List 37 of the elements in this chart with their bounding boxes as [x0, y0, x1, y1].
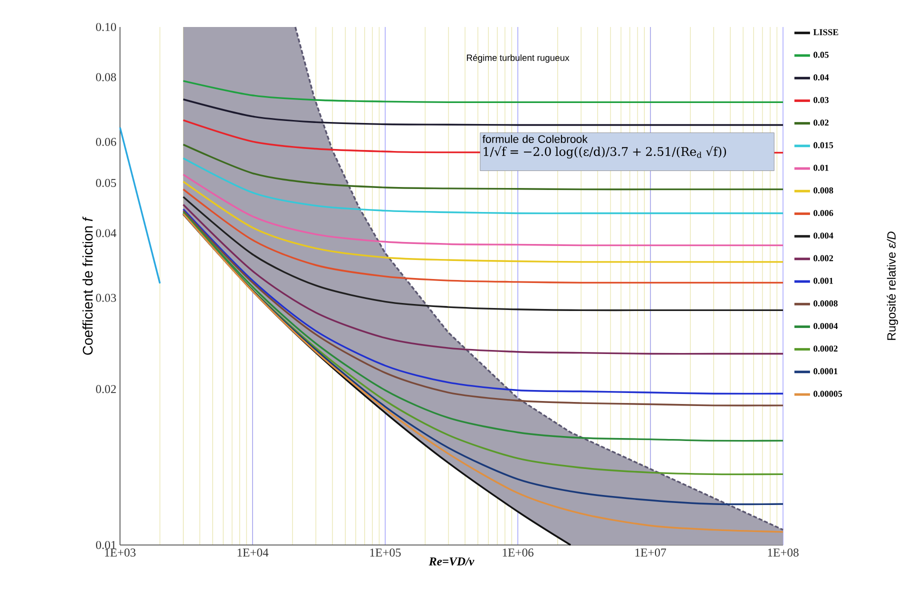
- annotation: formule de Colebrook: [482, 134, 588, 143]
- legend-label: 0.004: [814, 232, 834, 239]
- y-tick-label: 0.05: [96, 178, 116, 188]
- text: Rugosité relative ε/D: [886, 232, 898, 340]
- y-tick-label: 0.10: [96, 22, 116, 32]
- legend-label: 0.0004: [814, 322, 838, 330]
- x-tick-label: 1E+07: [635, 548, 666, 557]
- x-tick-label: 1E+03: [105, 548, 136, 557]
- legend-label: 0.0001: [814, 368, 838, 374]
- y-tick-label: 0.04: [96, 229, 116, 238]
- legend-label: 0.03: [814, 96, 829, 104]
- legend-label: 0.0002: [814, 346, 838, 352]
- legend-label: 0.02: [814, 120, 829, 126]
- legend-label: 0.001: [814, 278, 833, 284]
- legend-label: 0.00005: [814, 390, 842, 397]
- y-tick-label: 0.03: [96, 294, 116, 302]
- y-axis-title: Coefficient de friction f: [82, 216, 93, 355]
- legend-label: 0.05: [814, 52, 829, 58]
- legend-label: 0.01: [814, 164, 828, 171]
- x-tick-label: 1E+08: [768, 548, 799, 557]
- legend-label: 0.006: [814, 210, 834, 216]
- x-axis-title: Re=VD/ν: [428, 557, 474, 566]
- legend-label: LISSE: [813, 29, 838, 36]
- x-tick-label: 1E+04: [238, 548, 268, 557]
- legend-label: 0.015: [814, 142, 834, 148]
- x-tick-label: 1E+05: [370, 548, 401, 557]
- annotation: Régime turbulent rugueux: [466, 54, 570, 63]
- legend-label: 0.0008: [814, 300, 838, 306]
- legend-label: 0.04: [814, 74, 829, 80]
- x-tick-label: 1E+06: [502, 548, 534, 557]
- y-tick-label: 0.01: [96, 540, 116, 550]
- legend-label: 0.008: [814, 187, 834, 194]
- y-tick-label: 0.06: [96, 138, 116, 146]
- annotation: 1/√f = −2.0 log((ε/d)/3.7 + 2.51/(Re$_{d}$ √f)): [484, 146, 726, 158]
- y-tick-label: 0.02: [96, 385, 116, 394]
- legend-label: 0.002: [814, 255, 834, 262]
- y-tick-label: 0.08: [96, 73, 116, 82]
